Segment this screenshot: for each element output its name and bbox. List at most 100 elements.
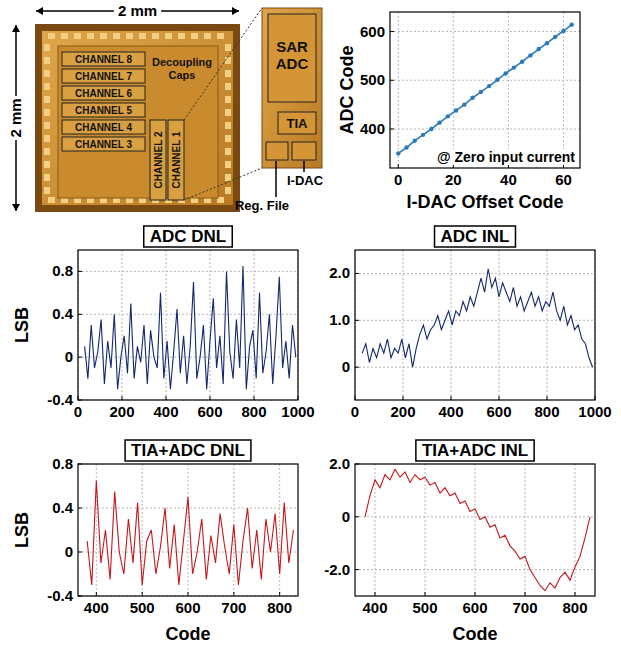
pad bbox=[74, 33, 81, 39]
core bbox=[58, 46, 218, 198]
chart-title: ADC DNL bbox=[150, 227, 227, 246]
series-line bbox=[87, 481, 293, 586]
grid-line bbox=[563, 12, 564, 168]
tick bbox=[355, 367, 359, 368]
pad bbox=[44, 57, 50, 64]
x-tick-label: 60 bbox=[555, 171, 572, 188]
pad bbox=[165, 33, 172, 39]
grid-line bbox=[547, 250, 548, 400]
x-tick-label: 600 bbox=[175, 599, 200, 616]
grid-line bbox=[390, 129, 580, 130]
tick bbox=[355, 320, 359, 321]
grid-line bbox=[390, 80, 580, 81]
tick bbox=[166, 396, 167, 400]
channel-label: CHANNEL 1 bbox=[171, 131, 182, 188]
tick bbox=[355, 569, 359, 570]
chart-title: TIA+ADC INL bbox=[422, 441, 528, 460]
x-tick-label: 600 bbox=[486, 403, 511, 420]
grid-line bbox=[78, 271, 298, 272]
channel-label: CHANNEL 2 bbox=[153, 131, 164, 188]
x-tick-label: 40 bbox=[500, 171, 517, 188]
marker bbox=[479, 90, 483, 94]
pad bbox=[44, 83, 50, 90]
pad bbox=[225, 96, 231, 103]
x-tick-label: 1000 bbox=[281, 403, 314, 420]
grid-line bbox=[355, 320, 595, 321]
channel-box bbox=[62, 137, 145, 151]
pad bbox=[113, 33, 120, 39]
marker bbox=[561, 29, 565, 33]
pad bbox=[191, 33, 198, 39]
y-tick-label: 1.0 bbox=[329, 311, 350, 328]
tick bbox=[403, 396, 404, 400]
x-tick-label: 400 bbox=[438, 403, 463, 420]
tick bbox=[390, 80, 394, 81]
channel-box bbox=[168, 120, 184, 200]
pad bbox=[225, 44, 231, 51]
x-tick-label: 700 bbox=[512, 599, 537, 616]
plot-bg bbox=[355, 250, 595, 400]
adc-line: ADC bbox=[276, 55, 309, 72]
reg-label: Reg. File bbox=[235, 198, 289, 213]
pointer bbox=[303, 161, 305, 172]
marker bbox=[421, 133, 425, 137]
grid-line bbox=[375, 464, 376, 596]
annotation: @ Zero input current bbox=[437, 149, 575, 165]
pad bbox=[139, 33, 146, 39]
pad bbox=[87, 33, 94, 39]
grid-line bbox=[453, 12, 454, 168]
channel-label: CHANNEL 7 bbox=[75, 71, 132, 82]
pad bbox=[217, 33, 224, 39]
grid-line bbox=[403, 250, 404, 400]
x-tick-label: 400 bbox=[362, 599, 387, 616]
zoom-line bbox=[184, 168, 262, 200]
y-tick-label: 2.0 bbox=[329, 455, 350, 472]
grid-line bbox=[355, 569, 595, 570]
label-bg bbox=[114, 2, 161, 19]
x-tick-label: 800 bbox=[241, 403, 266, 420]
tia-label: TIA bbox=[287, 116, 309, 131]
chart: 400500600700800-2.002.0TIA+ADC INLCode bbox=[324, 440, 595, 644]
adc-line: SAR bbox=[276, 38, 308, 55]
grid-line bbox=[355, 367, 595, 368]
caps-line: Caps bbox=[169, 69, 196, 81]
x-tick-label: 200 bbox=[109, 403, 134, 420]
x-tick-label: 400 bbox=[84, 599, 109, 616]
zoom-line bbox=[184, 8, 262, 120]
y-tick-label: 2.0 bbox=[329, 264, 350, 281]
channel-label: CHANNEL 6 bbox=[75, 88, 132, 99]
data-group bbox=[362, 269, 592, 367]
y-tick-label: 500 bbox=[360, 71, 385, 88]
pad bbox=[178, 33, 185, 39]
grid-line bbox=[355, 273, 595, 274]
pad bbox=[44, 135, 50, 142]
plot-frame bbox=[355, 250, 595, 400]
pad bbox=[225, 109, 231, 116]
pad bbox=[44, 109, 50, 116]
title-box bbox=[125, 440, 251, 461]
grid-line bbox=[188, 464, 189, 596]
tick bbox=[547, 396, 548, 400]
pad bbox=[100, 33, 107, 39]
chart: 0204060400500600@ Zero input currentI-DA… bbox=[337, 12, 580, 212]
height-label: 2 mm bbox=[7, 98, 24, 137]
die bbox=[42, 31, 233, 205]
marker bbox=[487, 84, 491, 88]
x-tick-label: 800 bbox=[562, 599, 587, 616]
caps-label: DecouplingCaps bbox=[152, 56, 212, 81]
tick bbox=[390, 129, 394, 130]
y-tick-label: 0 bbox=[342, 358, 350, 375]
label-bg bbox=[6, 96, 26, 140]
adc-block bbox=[268, 14, 316, 102]
width-label: 2 mm bbox=[118, 2, 157, 19]
x-tick-label: 500 bbox=[130, 599, 155, 616]
marker bbox=[437, 120, 441, 124]
y-tick-label: 0 bbox=[65, 348, 73, 365]
pad bbox=[44, 174, 50, 181]
data-group bbox=[87, 481, 293, 586]
channel-box bbox=[62, 120, 145, 134]
y-axis-title: LSB bbox=[12, 512, 32, 548]
pad bbox=[48, 197, 55, 203]
pad bbox=[225, 83, 231, 90]
tick bbox=[122, 396, 123, 400]
